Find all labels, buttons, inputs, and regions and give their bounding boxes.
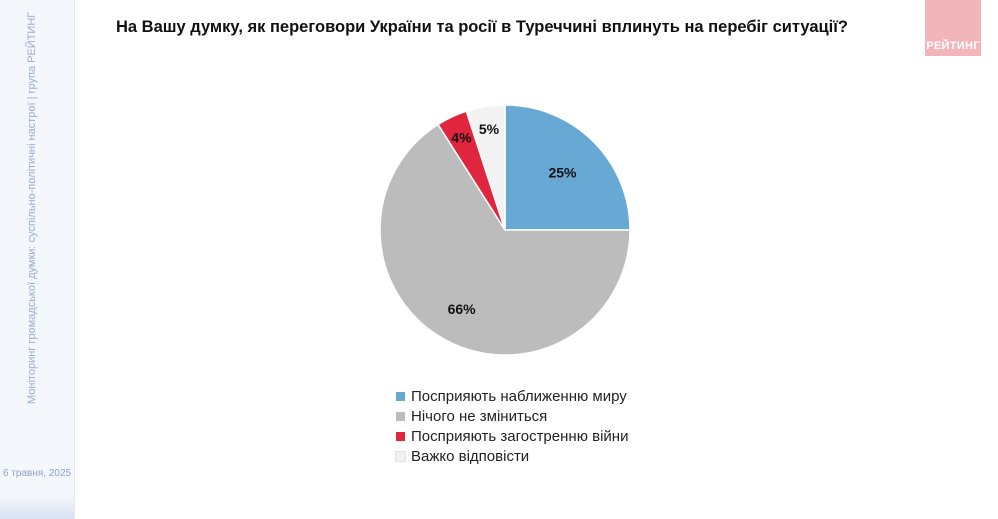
pie-slice	[379, 123, 631, 356]
legend-label: Посприяють наближенню миру	[411, 387, 627, 405]
chart-title: На Вашу думку, як переговори України та …	[116, 18, 848, 36]
pie-chart: 25% 66% 4% 5%	[379, 104, 631, 356]
legend-swatch	[396, 411, 405, 421]
legend-label: Посприяють загостренню війни	[411, 427, 629, 445]
legend-item: Нічого не зміниться	[396, 406, 628, 426]
legend-label: Важко відповісти	[411, 447, 530, 465]
side-panel	[0, 0, 75, 519]
legend-swatch	[396, 431, 405, 441]
pie-slice	[465, 104, 506, 231]
side-caption: Моніторинг громадської думки: суспільно-…	[26, 11, 38, 404]
report-date: 6 травня, 2025	[3, 468, 72, 479]
chart-legend: Посприяють наближенню миру Нічого не змін…	[395, 386, 628, 466]
legend-swatch	[395, 450, 406, 462]
side-decoration	[0, 495, 74, 519]
pie-slice	[504, 104, 631, 231]
legend-label: Нічого не зміниться	[411, 407, 548, 425]
legend-swatch	[396, 391, 405, 401]
legend-item: Важко відповісти	[395, 446, 628, 466]
slice-value-label: 4%	[451, 129, 472, 145]
slice-value-label: 66%	[448, 301, 477, 317]
legend-item: Посприяють загостренню війни	[396, 426, 628, 446]
slice-value-label: 5%	[479, 121, 500, 137]
brand-logo: РЕЙТИНГ	[925, 0, 981, 56]
legend-item: Посприяють наближенню миру	[396, 386, 628, 406]
slice-value-label: 25%	[548, 165, 577, 181]
